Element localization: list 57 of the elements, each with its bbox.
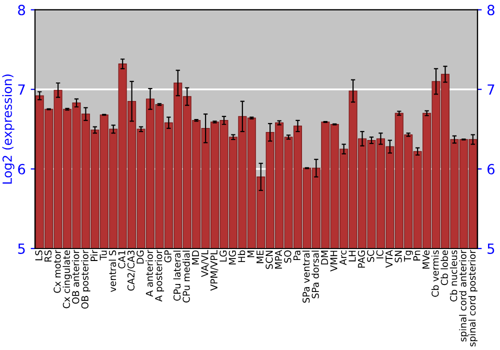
- x-tick-label: Cb lobe: [440, 250, 448, 286]
- x-tick-label: DM: [321, 250, 328, 264]
- x-tick-label: LH: [348, 250, 356, 262]
- x-tick-label: VPM/VPL: [210, 250, 218, 291]
- x-tick-label: Hb: [238, 250, 246, 262]
- x-tick-label: Arc: [340, 250, 347, 266]
- x-tick-label: VTA: [386, 250, 393, 268]
- x-tick-label: GP: [164, 250, 172, 262]
- x-tick-label: VMH: [330, 250, 338, 272]
- x-tick-label: Cb vermis: [431, 250, 439, 297]
- y2-tick-label: 6: [488, 164, 494, 174]
- x-tick-label: ventral S: [108, 250, 116, 292]
- y2-tick-label: 7: [488, 84, 494, 95]
- x-tick-label: Tu: [100, 250, 107, 260]
- x-tick-label: OB posterior: [81, 250, 90, 309]
- y-tick-label: 8: [18, 4, 26, 16]
- x-tick-label: CA2/CA3: [127, 250, 136, 291]
- x-tick-label: SPa ventral: [302, 250, 310, 303]
- x-tick-label: M: [247, 250, 254, 258]
- x-tick-label: spinal cord posterior: [468, 250, 478, 346]
- x-tick-label: SC: [367, 250, 374, 262]
- x-tick-label: MD: [192, 250, 199, 264]
- x-tick-label: CA1: [118, 250, 126, 268]
- x-tick-label: spinal cord anterior: [459, 250, 468, 342]
- x-tick-label: Pir: [90, 250, 98, 261]
- x-tick-label: MG: [228, 250, 236, 264]
- x-tick-label: Tg: [404, 250, 413, 262]
- x-tick-label: OB anterior: [72, 250, 80, 304]
- x-tick-label: MVe: [422, 250, 430, 269]
- x-tick-label: Cb nucleus: [450, 250, 458, 302]
- y-tick-label: 5: [18, 244, 25, 254]
- x-tick-label: LS: [35, 250, 42, 260]
- x-tick-label: CPu medial: [182, 250, 190, 303]
- y2-tick-label: 8: [487, 4, 494, 16]
- x-tick-label: DG: [136, 250, 144, 264]
- x-tick-label: IC: [376, 250, 384, 258]
- y-tick-label: 7: [18, 84, 25, 95]
- y2-tick-label: 5: [488, 244, 494, 254]
- x-tick-label: Cx motor: [54, 250, 61, 293]
- x-tick-label: SPa dorsal: [312, 250, 319, 298]
- y-tick-label: 6: [18, 164, 26, 174]
- x-tick-label: ME: [256, 250, 264, 264]
- x-tick-label: Pa: [293, 250, 300, 260]
- x-tick-label: LG: [220, 250, 227, 262]
- x-tick-label: A posterior: [154, 250, 164, 302]
- x-tick-label: SO: [284, 250, 292, 263]
- x-tick-label: Cx cingulate: [62, 250, 72, 308]
- x-tick-label: SN: [394, 250, 402, 262]
- x-tick-label: Pn: [413, 250, 420, 260]
- y-axis-title: Log2 (expression): [2, 74, 14, 184]
- x-tick-label: CPu lateral: [173, 250, 181, 301]
- x-tick-label: VA/VL: [201, 250, 210, 278]
- x-tick-label: MPA: [275, 250, 282, 269]
- x-tick-label: PAG: [358, 250, 366, 268]
- x-tick-label: RS: [44, 250, 52, 262]
- x-tick-label: SCN: [266, 250, 273, 269]
- x-tick-label: A anterior: [146, 250, 153, 297]
